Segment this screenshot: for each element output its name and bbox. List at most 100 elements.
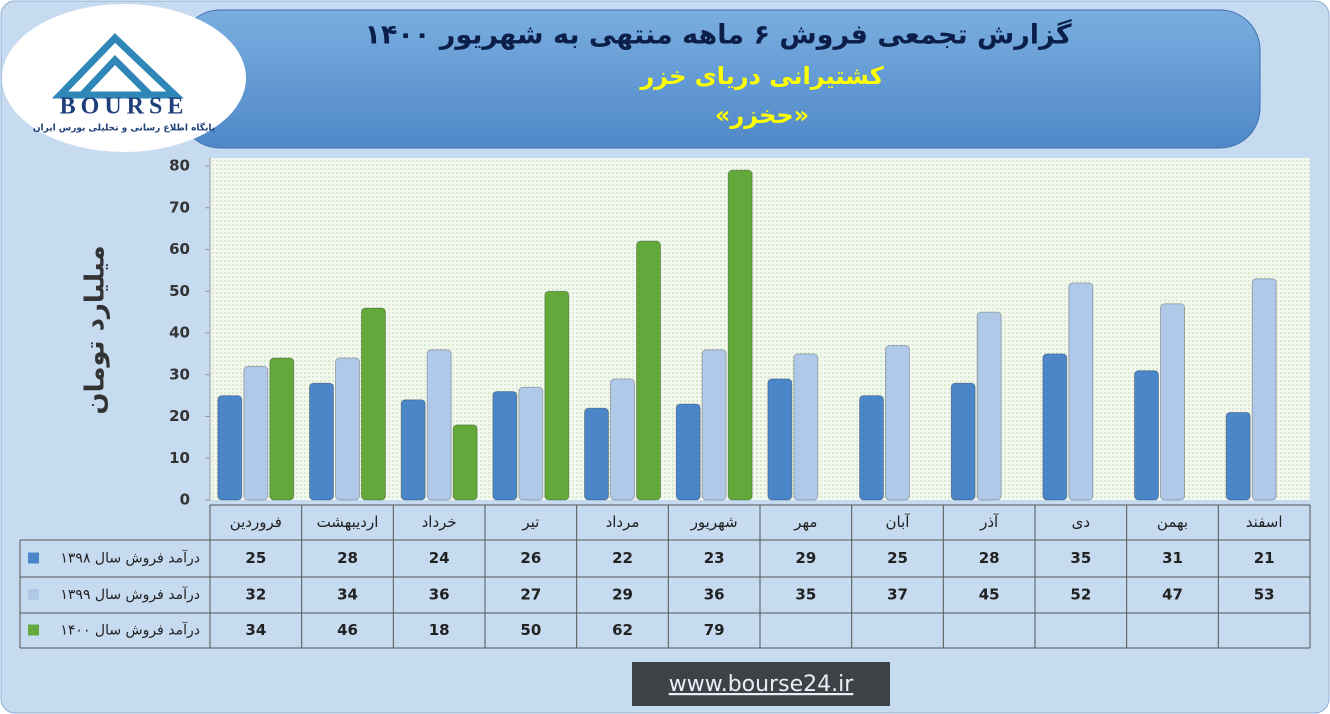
y-tick-label: 70 [169, 198, 190, 216]
legend-label: درآمد فروش سال ۱۳۹۸ [60, 550, 200, 567]
table-value: 24 [429, 549, 450, 567]
table-value: 25 [245, 549, 266, 567]
legend-swatch [28, 589, 39, 600]
x-tick-label: مهر [793, 513, 817, 531]
table-value: 27 [520, 586, 541, 604]
table-value: 52 [1070, 586, 1091, 604]
chart-title: گزارش تجمعی فروش ۶ ماهه منتهی به شهریور … [364, 19, 1071, 51]
table-value: 46 [337, 621, 358, 639]
y-tick-label: 20 [169, 407, 190, 425]
table-value: 35 [795, 586, 816, 604]
y-tick-label: 30 [169, 365, 190, 383]
bar [269, 357, 295, 501]
bar [544, 290, 570, 501]
table-value: 23 [704, 549, 725, 567]
x-tick-label: آذر [979, 513, 999, 531]
chart-symbol: «حخزر» [715, 101, 809, 129]
table-value: 28 [979, 549, 1000, 567]
bar [767, 378, 793, 501]
bar [1068, 282, 1094, 501]
bar [452, 424, 478, 501]
table-value: 35 [1070, 549, 1091, 567]
bar [1160, 303, 1185, 501]
logo-brand: BOURSE [60, 94, 189, 120]
x-tick-label: دی [1072, 513, 1090, 531]
table-value: 21 [1254, 549, 1275, 567]
table-value: 45 [979, 586, 1000, 604]
table-value: 25 [887, 549, 908, 567]
table-value: 50 [520, 621, 541, 639]
bar [859, 395, 884, 501]
y-tick-label: 80 [169, 157, 190, 175]
bar [361, 307, 386, 501]
table-value: 32 [245, 586, 266, 604]
table-value: 53 [1254, 586, 1275, 604]
table-value: 26 [520, 549, 541, 567]
bar [976, 311, 1002, 501]
y-tick-label: 0 [180, 491, 190, 509]
x-tick-label: آبان [886, 513, 911, 531]
x-tick-label: تیر [521, 513, 539, 531]
logo-tagline: پایگاه اطلاع رسانی و تحلیلی بورس ایران [33, 122, 215, 134]
x-tick-label: بهمن [1157, 513, 1188, 531]
bar [335, 357, 360, 501]
bar [400, 399, 426, 501]
bar [1042, 353, 1068, 501]
y-axis-title: میلیارد تومان [81, 245, 111, 414]
footer-url: www.bourse24.ir [669, 672, 854, 697]
logo-mark [51, 33, 184, 99]
bar [492, 390, 518, 501]
bar [950, 382, 976, 501]
legend-label: درآمد فروش سال ۱۴۰۰ [60, 622, 200, 639]
table-value: 31 [1162, 549, 1183, 567]
table-value: 18 [429, 621, 450, 639]
legend-swatch [28, 552, 39, 564]
bar [636, 240, 661, 501]
bar [675, 403, 701, 501]
chart-subtitle: کشتیرانی دریای خزر [639, 62, 883, 90]
bar [1134, 370, 1159, 501]
table-value: 37 [887, 586, 908, 604]
table-value: 62 [612, 621, 633, 639]
table-value: 34 [337, 586, 358, 604]
bar [1225, 411, 1251, 501]
x-tick-label: اردیبهشت [317, 513, 379, 531]
y-tick-label: 50 [169, 282, 190, 300]
x-tick-label: مرداد [606, 513, 640, 531]
y-tick-label: 10 [169, 449, 190, 467]
bar [727, 169, 753, 501]
table-value: 22 [612, 549, 633, 567]
bar [217, 395, 243, 501]
bar [701, 349, 727, 501]
bar [518, 386, 544, 501]
logo-badge [2, 4, 246, 152]
x-tick-label: اسفند [1246, 513, 1283, 531]
table-value: 29 [612, 586, 633, 604]
bar [610, 378, 635, 501]
bar [584, 407, 609, 501]
bar [309, 382, 334, 501]
table-value: 47 [1162, 586, 1183, 604]
x-tick-label: خرداد [422, 513, 457, 531]
x-tick-label: فروردین [230, 513, 282, 531]
table-value: 36 [429, 586, 450, 604]
bar [793, 353, 819, 501]
legend-swatch [28, 624, 39, 636]
y-tick-label: 60 [169, 240, 190, 258]
table-value: 36 [704, 586, 725, 604]
table-value: 28 [337, 549, 358, 567]
y-tick-label: 40 [169, 324, 190, 342]
plot-area [210, 158, 1310, 500]
bar [243, 365, 269, 501]
table-value: 34 [245, 621, 266, 639]
table-value: 29 [795, 549, 816, 567]
bar [885, 345, 910, 501]
table-value: 79 [704, 621, 725, 639]
x-tick-label: شهریور [690, 513, 738, 531]
bar [426, 349, 452, 501]
bar [1251, 278, 1277, 501]
legend-label: درآمد فروش سال ۱۳۹۹ [60, 586, 200, 603]
footer-box [632, 662, 890, 706]
